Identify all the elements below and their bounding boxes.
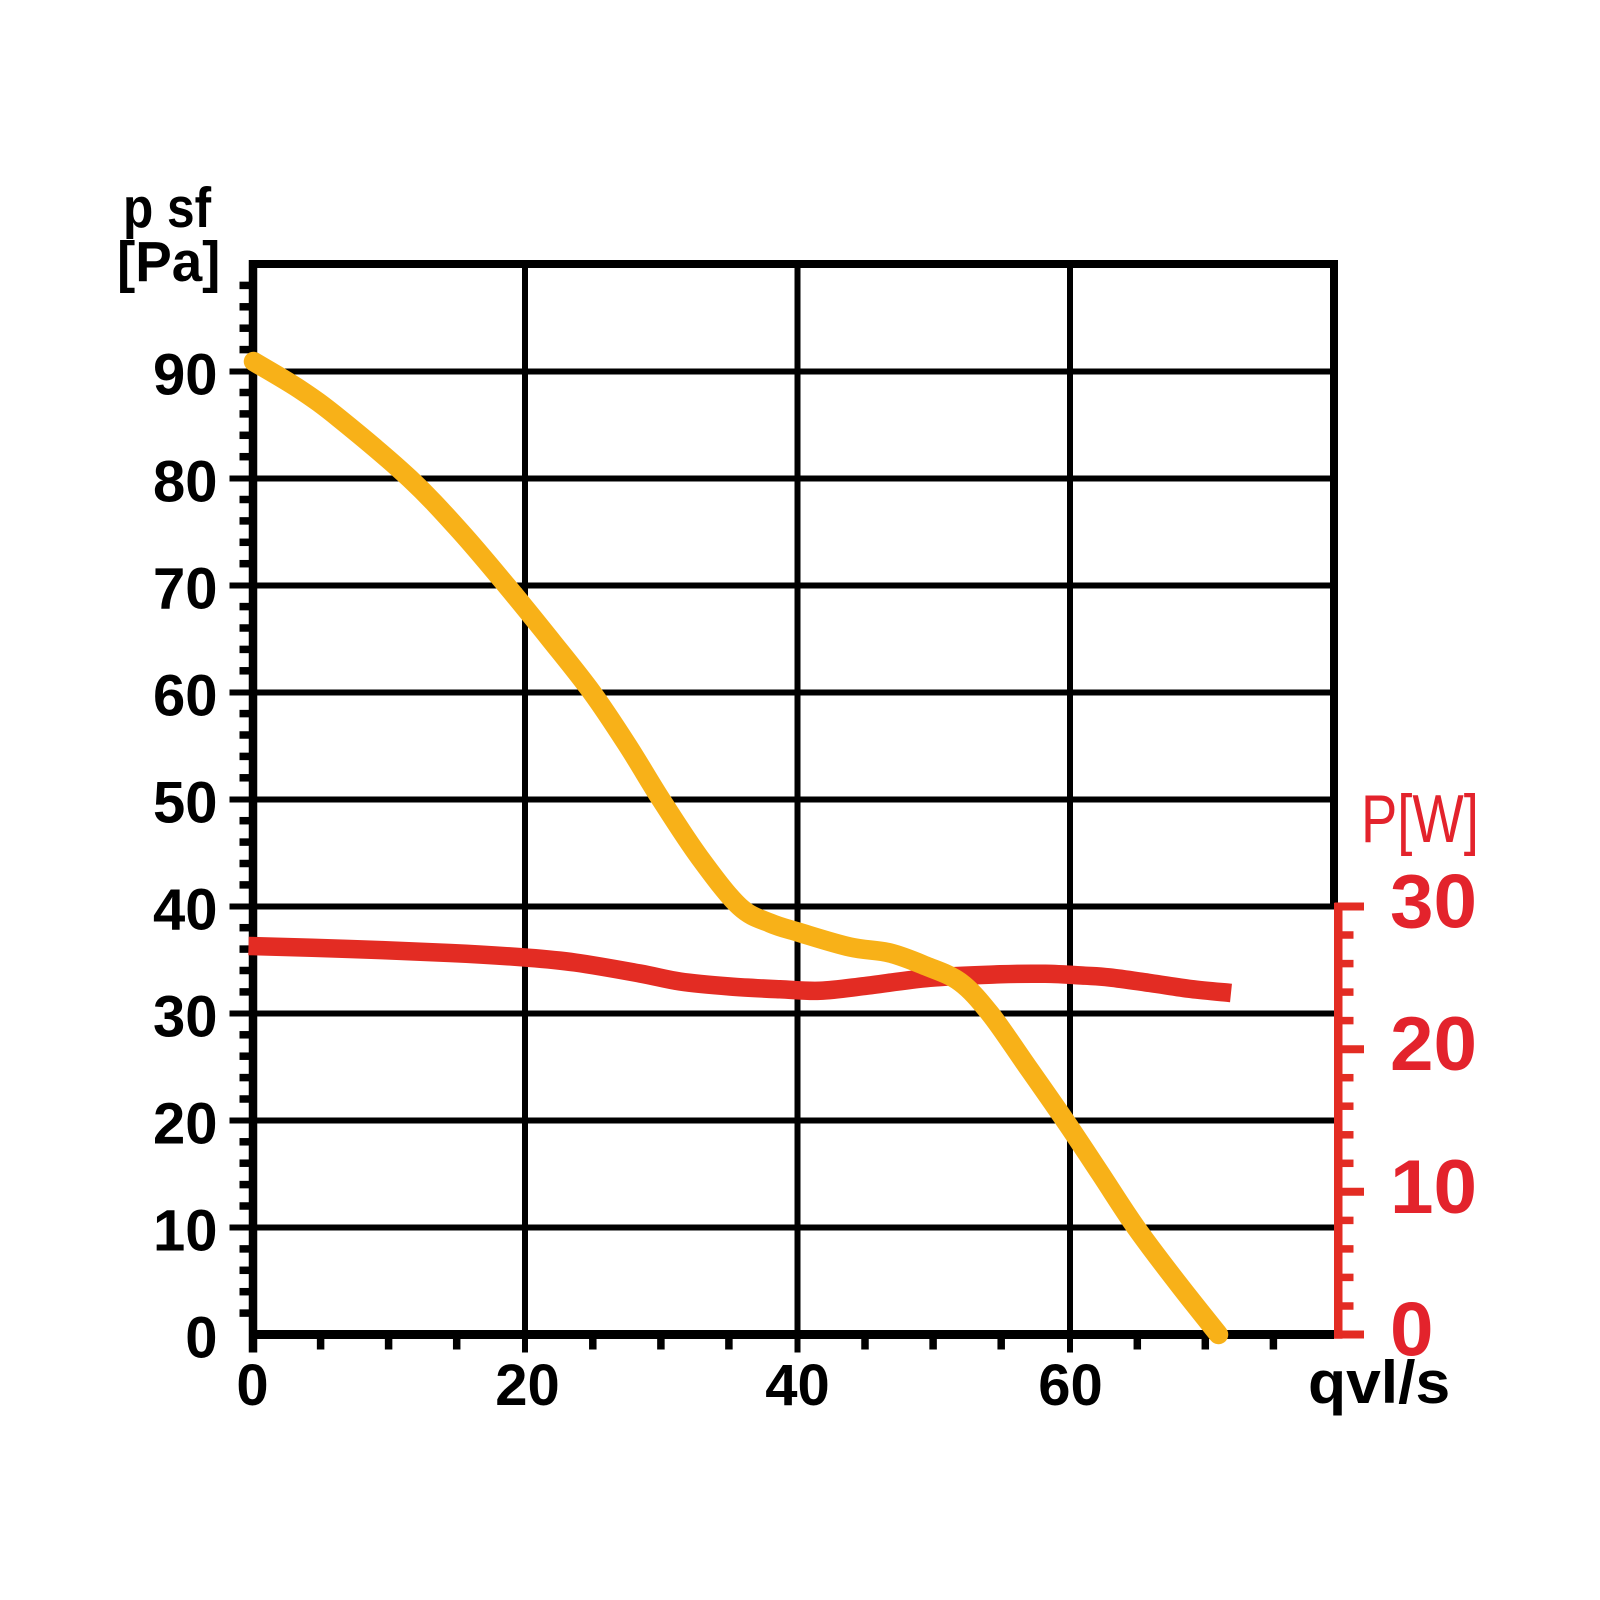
svg-text:20: 20 (495, 1353, 560, 1418)
svg-text:80: 80 (153, 450, 218, 515)
svg-text:30: 30 (1390, 860, 1477, 945)
svg-text:0: 0 (236, 1353, 268, 1418)
svg-text:[Pa]: [Pa] (117, 229, 220, 293)
svg-text:10: 10 (153, 1199, 218, 1264)
svg-text:qvl/s: qvl/s (1308, 1349, 1450, 1416)
svg-text:70: 70 (153, 557, 218, 622)
svg-text:50: 50 (153, 771, 218, 836)
svg-text:30: 30 (153, 985, 218, 1050)
svg-text:20: 20 (1390, 1002, 1477, 1087)
svg-text:40: 40 (765, 1353, 830, 1418)
svg-text:60: 60 (153, 664, 218, 729)
svg-text:p sf: p sf (123, 177, 211, 240)
svg-text:20: 20 (153, 1092, 218, 1157)
svg-text:P[W]: P[W] (1361, 781, 1479, 857)
svg-text:0: 0 (1390, 1288, 1434, 1373)
svg-text:0: 0 (185, 1306, 217, 1371)
svg-text:60: 60 (1038, 1353, 1103, 1418)
svg-text:40: 40 (153, 878, 218, 943)
svg-text:90: 90 (153, 343, 218, 408)
svg-text:10: 10 (1390, 1145, 1477, 1230)
